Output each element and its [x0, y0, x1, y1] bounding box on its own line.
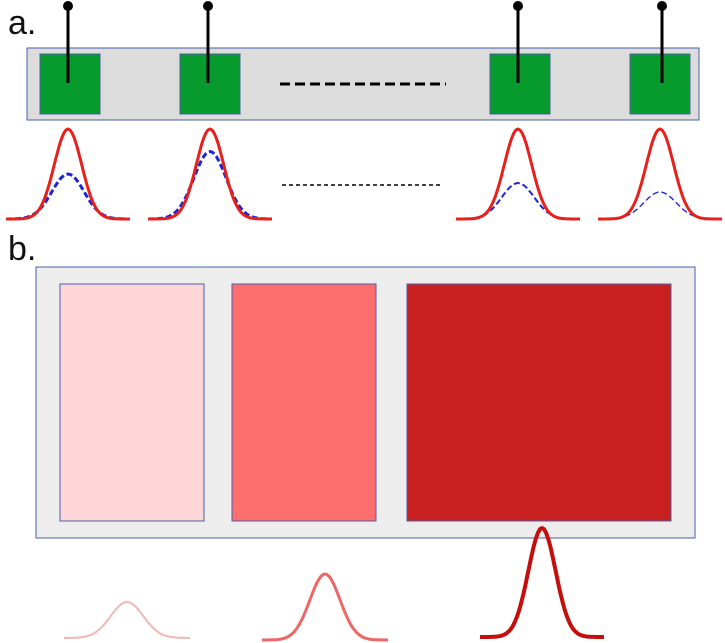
curve-pair-4-red — [598, 127, 722, 221]
box-light — [59, 283, 205, 522]
panel-b-curves — [64, 525, 604, 642]
curve-dark — [480, 525, 604, 639]
curve-medium — [262, 572, 388, 642]
panel-a — [6, 1, 722, 221]
block-2-pin-head — [203, 1, 213, 11]
box-medium — [231, 283, 377, 522]
panel-b-label: b. — [8, 230, 37, 268]
curve-pair-1-red — [6, 127, 130, 221]
block-4-pin-head — [657, 1, 667, 11]
curve-pairs — [6, 127, 722, 221]
block-3 — [489, 1, 551, 115]
curve-pair-1-blue-dashed — [6, 172, 130, 221]
panel-a-bar — [26, 47, 700, 121]
panel-b — [35, 266, 696, 642]
curve-pair-4-blue-dashed — [598, 191, 722, 220]
curve-light — [64, 600, 190, 639]
curve-pair-2-red — [148, 127, 272, 221]
panel-a-label: a. — [8, 4, 37, 42]
block-1-square — [39, 53, 101, 115]
block-4-square — [629, 53, 691, 115]
box-dark — [406, 283, 672, 522]
block-4 — [629, 1, 691, 115]
block-1 — [39, 1, 101, 115]
curve-pair-3-red — [456, 127, 580, 221]
curve-pair-3-blue-dashed — [456, 181, 580, 220]
block-3-pin-head — [513, 1, 523, 11]
block-3-square — [489, 53, 551, 115]
block-1-pin-head — [63, 1, 73, 11]
curve-pair-2-blue-dashed — [147, 149, 273, 221]
block-2-square — [179, 53, 241, 115]
block-2 — [179, 1, 241, 115]
